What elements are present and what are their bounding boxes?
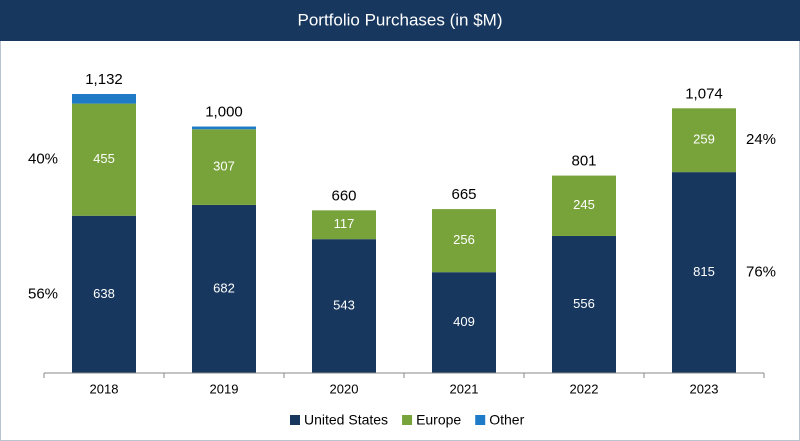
header-bar — [0, 0, 800, 41]
total-label: 660 — [331, 187, 356, 204]
legend-swatch — [290, 415, 300, 425]
segment-label: 245 — [573, 197, 595, 212]
bar-segment — [72, 215, 136, 373]
segment-label: 455 — [93, 151, 115, 166]
bar-segment — [192, 129, 256, 205]
x-tick-label: 2022 — [570, 381, 599, 396]
share-annotation: 40% — [28, 151, 58, 168]
bar-segment — [192, 126, 256, 130]
x-tick-label: 2018 — [90, 381, 119, 396]
bar-segment — [72, 103, 136, 216]
segment-label: 543 — [333, 298, 355, 313]
legend-swatch — [475, 415, 486, 425]
share-annotation: 76% — [746, 264, 776, 281]
segment-label: 682 — [213, 280, 235, 295]
bar-segment — [432, 209, 496, 273]
bar-segment — [552, 175, 616, 236]
total-label: 1,000 — [205, 104, 243, 121]
bar-segment — [72, 94, 136, 104]
bar-segment — [432, 272, 496, 373]
segment-label: 256 — [453, 232, 475, 247]
total-label: 801 — [571, 153, 596, 170]
bar-segment — [672, 108, 736, 173]
bar-segment — [552, 235, 616, 373]
bar-segment — [672, 172, 736, 373]
share-annotation: 56% — [28, 285, 58, 302]
segment-label: 638 — [93, 286, 115, 301]
x-tick-label: 2020 — [330, 381, 359, 396]
segment-label: 815 — [693, 264, 715, 279]
x-tick-label: 2021 — [450, 381, 479, 396]
total-label: 1,074 — [685, 85, 723, 102]
bar-segment — [312, 239, 376, 373]
legend-label: United States — [304, 412, 388, 428]
share-annotation: 24% — [746, 131, 776, 148]
legend-label: Europe — [416, 412, 461, 428]
segment-label: 409 — [453, 314, 475, 329]
legend-label: Other — [489, 412, 524, 428]
bar-segment — [192, 204, 256, 373]
total-label: 1,132 — [85, 71, 123, 88]
x-tick-label: 2019 — [210, 381, 239, 396]
segment-label: 556 — [573, 296, 595, 311]
legend-swatch — [402, 415, 413, 425]
x-tick-label: 2023 — [690, 381, 719, 396]
segment-label: 259 — [693, 132, 715, 147]
chart-title: Portfolio Purchases (in $M) — [297, 10, 502, 29]
segment-label: 117 — [334, 216, 355, 231]
bar-segment — [312, 210, 376, 240]
total-label: 665 — [451, 186, 476, 203]
segment-label: 307 — [213, 159, 235, 174]
